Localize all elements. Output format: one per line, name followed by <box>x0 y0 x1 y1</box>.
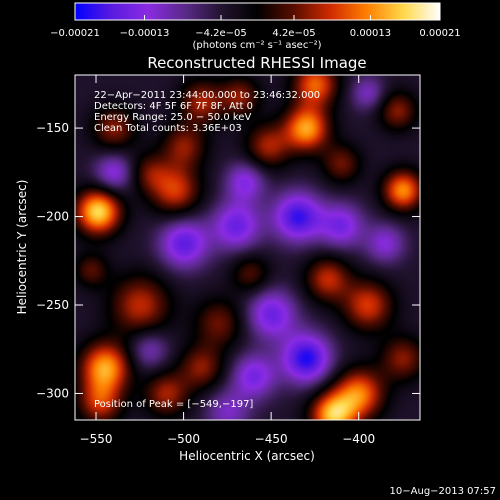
plot-frame <box>74 74 421 421</box>
x-tick-label: −400 <box>342 432 375 446</box>
colorbar-tick-label: 0.00013 <box>350 28 391 39</box>
x-tick-label: −500 <box>167 432 200 446</box>
axis-ticks <box>75 75 420 420</box>
colorbar-tick-label: −0.00021 <box>50 28 100 39</box>
colorbar-units: (photons cm⁻² s⁻¹ asec⁻²) <box>192 40 321 51</box>
x-tick-label: −450 <box>255 432 288 446</box>
timestamp: 10−Aug−2013 07:57 <box>390 486 496 497</box>
x-axis-label: Heliocentric X (arcsec) <box>179 449 315 463</box>
heatmap-image <box>75 75 420 420</box>
colorbar-tick-label: 0.00021 <box>419 28 460 39</box>
y-axis-label: Heliocentric Y (arcsec) <box>15 180 29 315</box>
x-tick-label: −550 <box>80 432 113 446</box>
colorbar-tick-labels: −0.00021 −0.00013 −4.2e−05 4.2e−05 0.00013 0.… <box>50 28 461 39</box>
y-tick-label: −150 <box>36 121 69 135</box>
y-tick-label: −300 <box>36 386 69 400</box>
y-tick-labels: −150 −200 −250 −300 <box>36 121 69 400</box>
observation-annotations: 22−Apr−2011 23:44:00.000 to 23:46:32.000… <box>94 90 320 134</box>
chart-title: Reconstructed RHESSI Image <box>147 54 366 72</box>
annotation-line: Detectors: 4F 5F 6F 7F 8F, Att 0 <box>94 101 253 112</box>
colorbar <box>74 2 441 21</box>
colorbar-ticks <box>74 15 441 20</box>
image-panel <box>74 74 421 421</box>
peak-position-label: Position of Peak = [−549,−197] <box>94 399 253 410</box>
annotation-line: 22−Apr−2011 23:44:00.000 to 23:46:32.000 <box>94 90 320 101</box>
colorbar-tick-label: −0.00013 <box>120 28 170 39</box>
annotation-line: Energy Range: 25.0 − 50.0 keV <box>94 112 251 123</box>
annotation-line: Clean Total counts: 3.36E+03 <box>94 123 242 134</box>
y-tick-label: −200 <box>36 210 69 224</box>
colorbar-tick-label: 4.2e−05 <box>272 28 315 39</box>
y-tick-label: −250 <box>36 298 69 312</box>
x-tick-labels: −550 −500 −450 −400 <box>80 432 376 446</box>
colorbar-tick-label: −4.2e−05 <box>195 28 247 39</box>
